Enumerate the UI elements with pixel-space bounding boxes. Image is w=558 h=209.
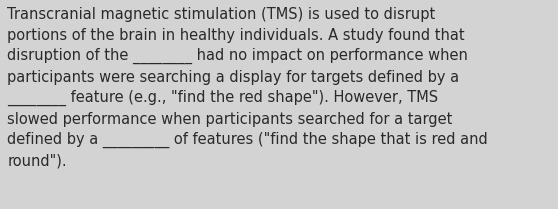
Text: Transcranial magnetic stimulation (TMS) is used to disrupt
portions of the brain: Transcranial magnetic stimulation (TMS) … xyxy=(7,7,488,169)
